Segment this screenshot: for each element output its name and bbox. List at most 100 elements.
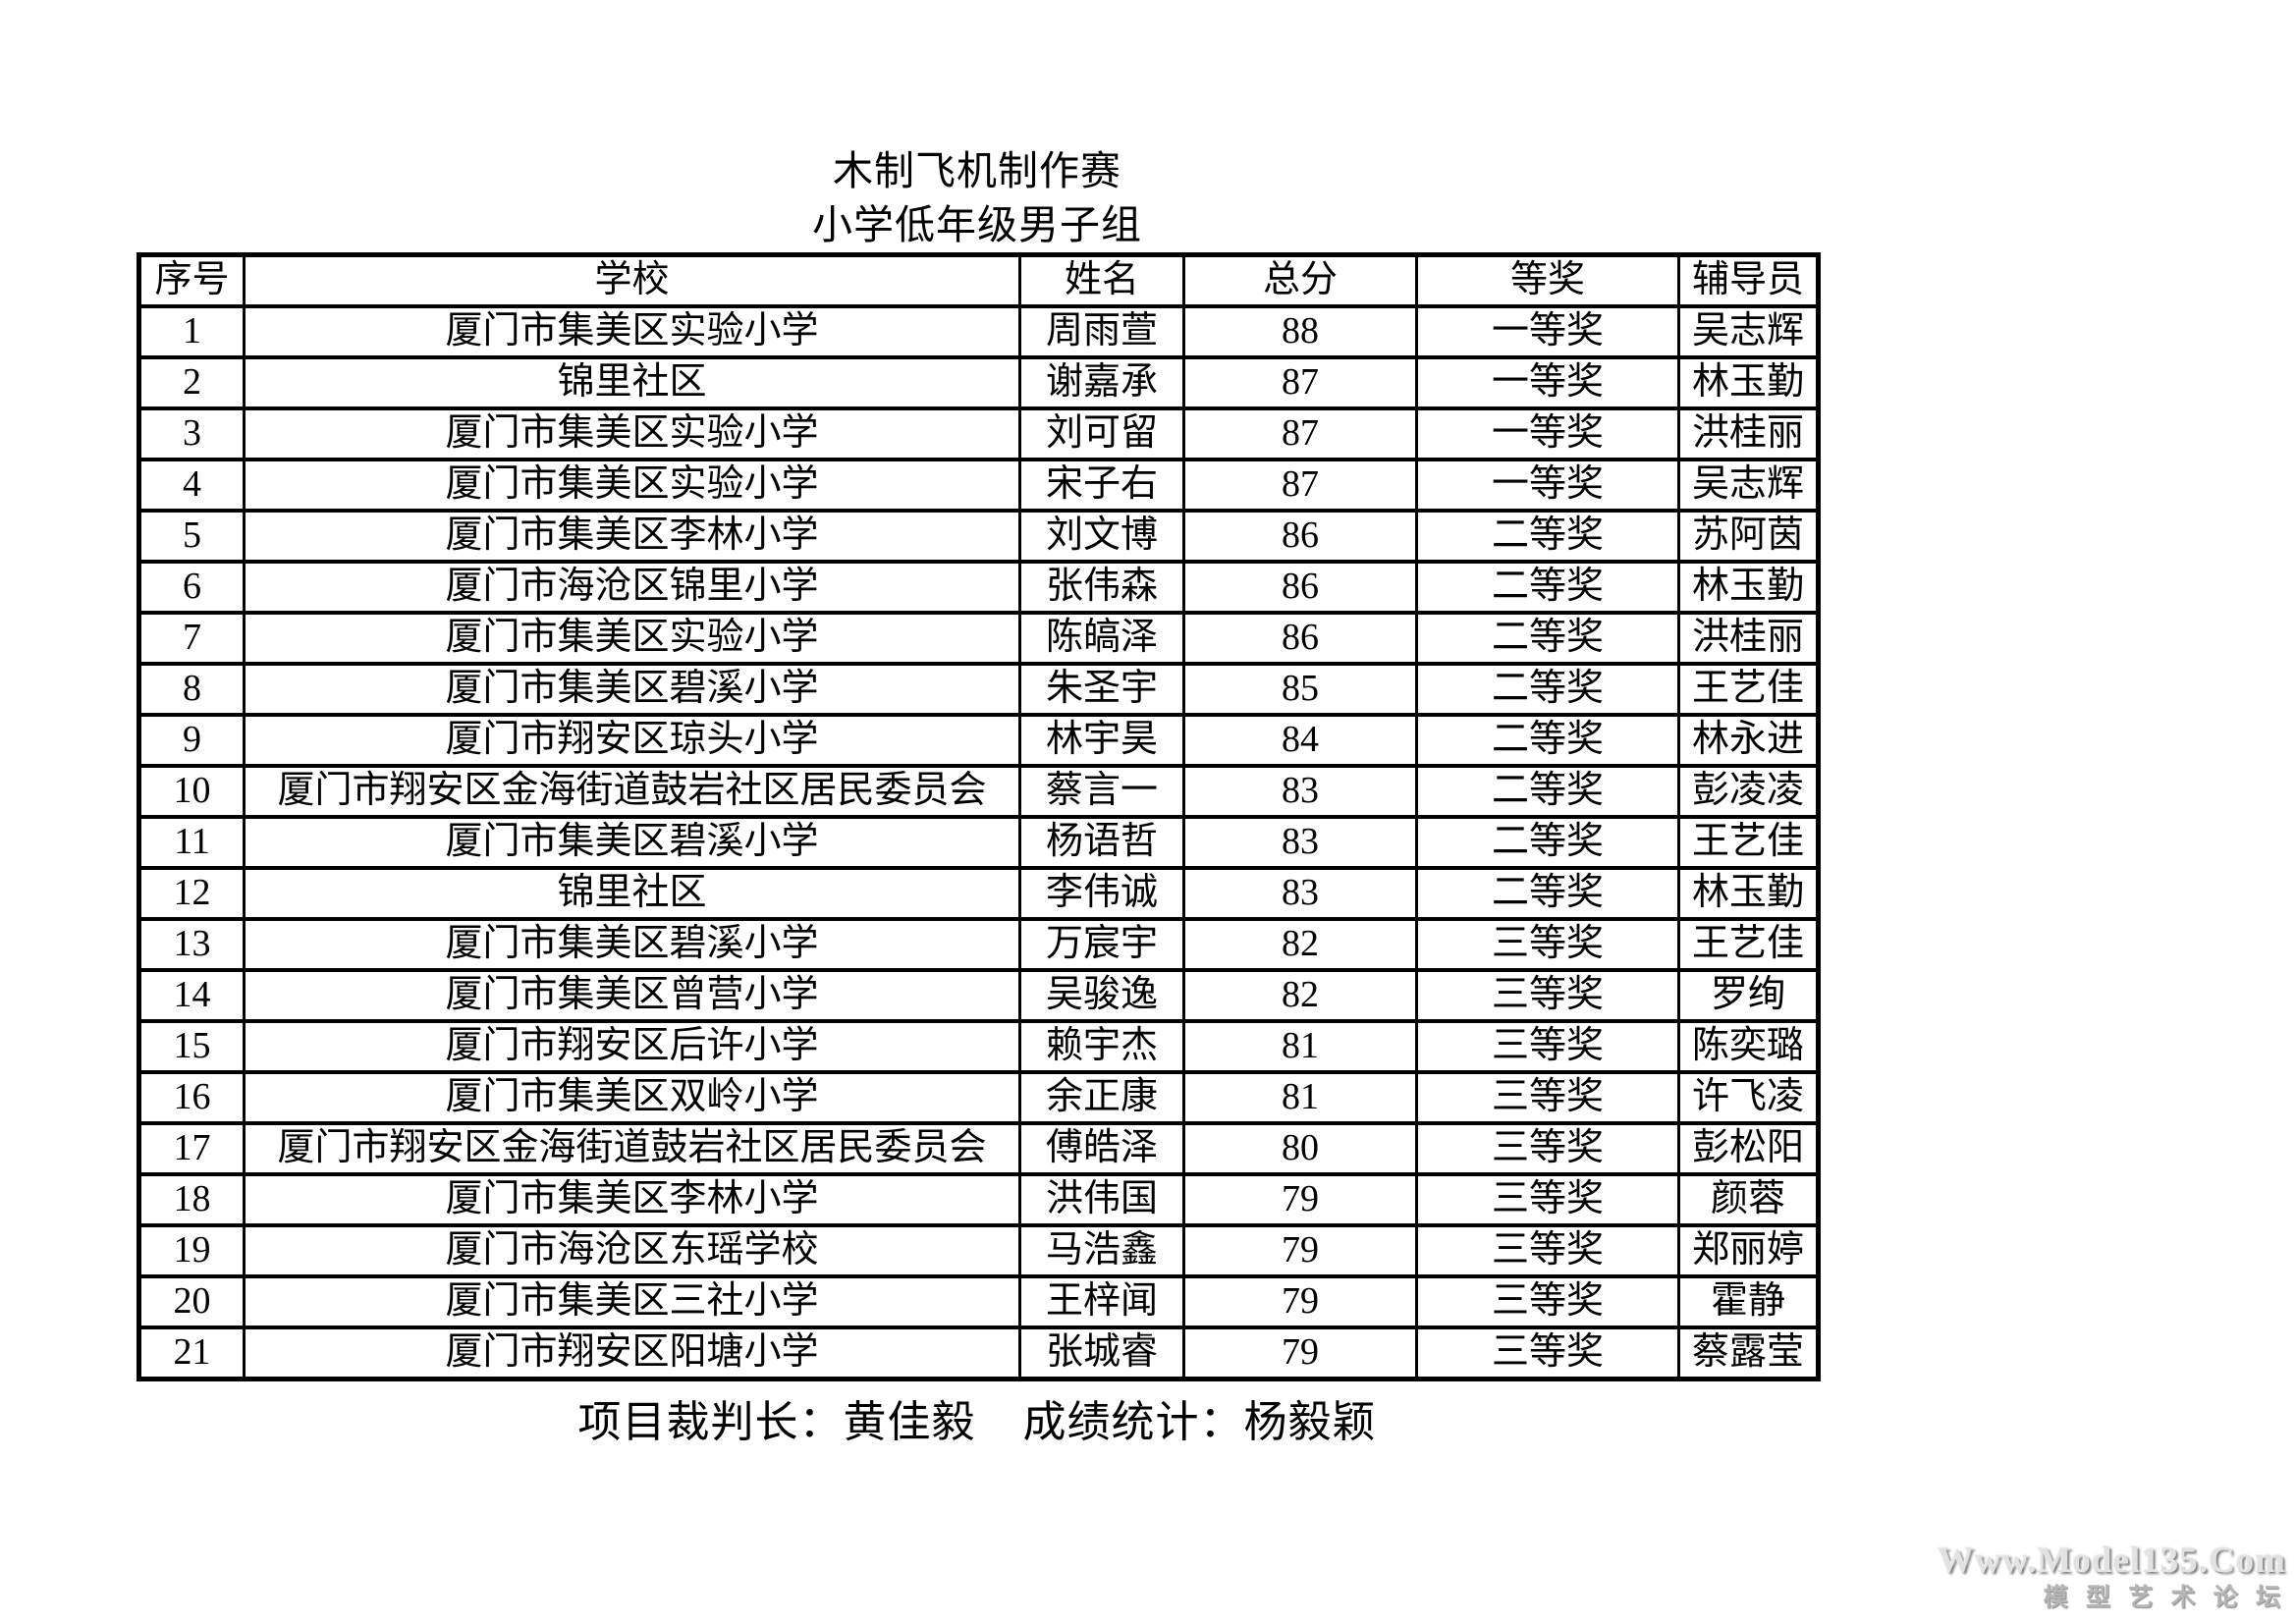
cell-award: 三等奖 [1415,1172,1680,1228]
cell-name: 张伟森 [1018,560,1185,616]
cell-coach: 颜蓉 [1677,1172,1820,1228]
cell-school: 厦门市翔安区琼头小学 [243,713,1021,769]
cell-name: 吴骏逸 [1018,968,1185,1024]
cell-no: 14 [137,968,246,1024]
page-subtitle: 小学低年级男子组 [812,202,1142,248]
table-row: 15 厦门市翔安区后许小学 赖宇杰 81 三等奖 陈奕璐 [137,1019,1820,1075]
cell-award: 二等奖 [1415,866,1680,922]
cell-school: 锦里社区 [243,866,1021,922]
table-header-row: 序号 学校 姓名 总分 等奖 辅导员 [137,252,1820,309]
cell-name: 宋子右 [1018,458,1185,514]
cell-school: 厦门市翔安区金海街道鼓岩社区居民委员会 [243,764,1021,820]
cell-name: 林宇昊 [1018,713,1185,769]
cell-no: 17 [137,1121,246,1177]
cell-no: 10 [137,764,246,820]
watermark: Www.Model135.Com 模 型 艺 术 论 坛 [1937,1540,2286,1611]
cell-coach: 彭凌凌 [1677,764,1820,820]
cell-award: 一等奖 [1415,355,1680,411]
cell-score: 83 [1182,815,1418,871]
cell-school: 厦门市翔安区金海街道鼓岩社区居民委员会 [243,1121,1021,1177]
cell-name: 陈皜泽 [1018,611,1185,667]
cell-name: 李伟诚 [1018,866,1185,922]
header-award: 等奖 [1415,252,1680,309]
cell-award: 三等奖 [1415,1121,1680,1177]
cell-coach: 陈奕璐 [1677,1019,1820,1075]
table-row: 9 厦门市翔安区琼头小学 林宇昊 84 二等奖 林永进 [137,713,1820,769]
cell-coach: 洪桂丽 [1677,611,1820,667]
header-score: 总分 [1182,252,1418,309]
document-footer: 项目裁判长：黄佳毅 成绩统计：杨毅颖 [137,1386,1818,1449]
results-body: 1 厦门市集美区实验小学 周雨萱 88 一等奖 吴志辉 2 锦里社区 谢嘉承 87 一等奖 林玉勤 3 厦… [137,304,1820,1381]
cell-school: 厦门市集美区双岭小学 [243,1070,1021,1126]
cell-award: 三等奖 [1415,968,1680,1024]
table-row: 1 厦门市集美区实验小学 周雨萱 88 一等奖 吴志辉 [137,304,1820,360]
cell-name: 傅皓泽 [1018,1121,1185,1177]
cell-name: 周雨萱 [1018,304,1185,360]
table-row: 13 厦门市集美区碧溪小学 万宸宇 82 三等奖 王艺佳 [137,917,1820,973]
cell-award: 二等奖 [1415,815,1680,871]
cell-no: 12 [137,866,246,922]
cell-school: 厦门市集美区实验小学 [243,406,1021,462]
cell-award: 三等奖 [1415,1223,1680,1279]
cell-coach: 罗绚 [1677,968,1820,1024]
cell-score: 82 [1182,917,1418,973]
cell-award: 二等奖 [1415,611,1680,667]
referee-label: 项目裁判长：黄佳毅 [577,1398,976,1447]
cell-no: 1 [137,304,246,360]
cell-award: 三等奖 [1415,1070,1680,1126]
cell-school: 厦门市集美区实验小学 [243,304,1021,360]
cell-coach: 吴志辉 [1677,458,1820,514]
cell-no: 7 [137,611,246,667]
table-row: 16 厦门市集美区双岭小学 余正康 81 三等奖 许飞凌 [137,1070,1820,1126]
cell-school: 厦门市集美区实验小学 [243,458,1021,514]
table-row: 11 厦门市集美区碧溪小学 杨语哲 83 二等奖 王艺佳 [137,815,1820,871]
cell-score: 83 [1182,866,1418,922]
cell-no: 2 [137,355,246,411]
cell-no: 13 [137,917,246,973]
cell-school: 厦门市集美区三社小学 [243,1274,1021,1330]
cell-coach: 王艺佳 [1677,815,1820,871]
cell-no: 6 [137,560,246,616]
cell-award: 一等奖 [1415,304,1680,360]
cell-award: 二等奖 [1415,560,1680,616]
cell-school: 锦里社区 [243,355,1021,411]
table-row: 12 锦里社区 李伟诚 83 二等奖 林玉勤 [137,866,1820,922]
results-table: 序号 学校 姓名 总分 等奖 辅导员 1 厦门市集美区实验小学 周雨萱 88 一等奖 吴志… [137,252,1821,1382]
cell-award: 三等奖 [1415,917,1680,973]
header-coach: 辅导员 [1677,252,1820,309]
cell-no: 11 [137,815,246,871]
watermark-url: Www.Model135.Com [1937,1540,2286,1581]
cell-score: 88 [1182,304,1418,360]
cell-school: 厦门市翔安区后许小学 [243,1019,1021,1075]
cell-no: 3 [137,406,246,462]
cell-coach: 林玉勤 [1677,866,1820,922]
table-row: 6 厦门市海沧区锦里小学 张伟森 86 二等奖 林玉勤 [137,560,1820,616]
cell-name: 洪伟国 [1018,1172,1185,1228]
table-row: 19 厦门市海沧区东瑶学校 马浩鑫 79 三等奖 郑丽婷 [137,1223,1820,1279]
cell-school: 厦门市集美区李林小学 [243,509,1021,565]
watermark-caption: 模 型 艺 术 论 坛 [2043,1584,2286,1611]
table-row: 18 厦门市集美区李林小学 洪伟国 79 三等奖 颜蓉 [137,1172,1820,1228]
cell-award: 三等奖 [1415,1274,1680,1330]
cell-score: 79 [1182,1274,1418,1330]
cell-no: 16 [137,1070,246,1126]
cell-coach: 林玉勤 [1677,355,1820,411]
cell-name: 杨语哲 [1018,815,1185,871]
cell-no: 19 [137,1223,246,1279]
cell-score: 87 [1182,406,1418,462]
cell-no: 15 [137,1019,246,1075]
cell-coach: 林玉勤 [1677,560,1820,616]
cell-school: 厦门市集美区碧溪小学 [243,917,1021,973]
cell-school: 厦门市集美区实验小学 [243,611,1021,667]
page-title: 木制飞机制作赛 [833,148,1121,193]
cell-score: 87 [1182,355,1418,411]
cell-award: 二等奖 [1415,764,1680,820]
cell-school: 厦门市集美区李林小学 [243,1172,1021,1228]
cell-name: 张城睿 [1018,1325,1185,1381]
cell-score: 86 [1182,560,1418,616]
cell-school: 厦门市集美区碧溪小学 [243,662,1021,718]
cell-school: 厦门市翔安区阳塘小学 [243,1325,1021,1381]
table-row: 10 厦门市翔安区金海街道鼓岩社区居民委员会 蔡言一 83 二等奖 彭凌凌 [137,764,1820,820]
table-row: 8 厦门市集美区碧溪小学 朱圣宇 85 二等奖 王艺佳 [137,662,1820,718]
